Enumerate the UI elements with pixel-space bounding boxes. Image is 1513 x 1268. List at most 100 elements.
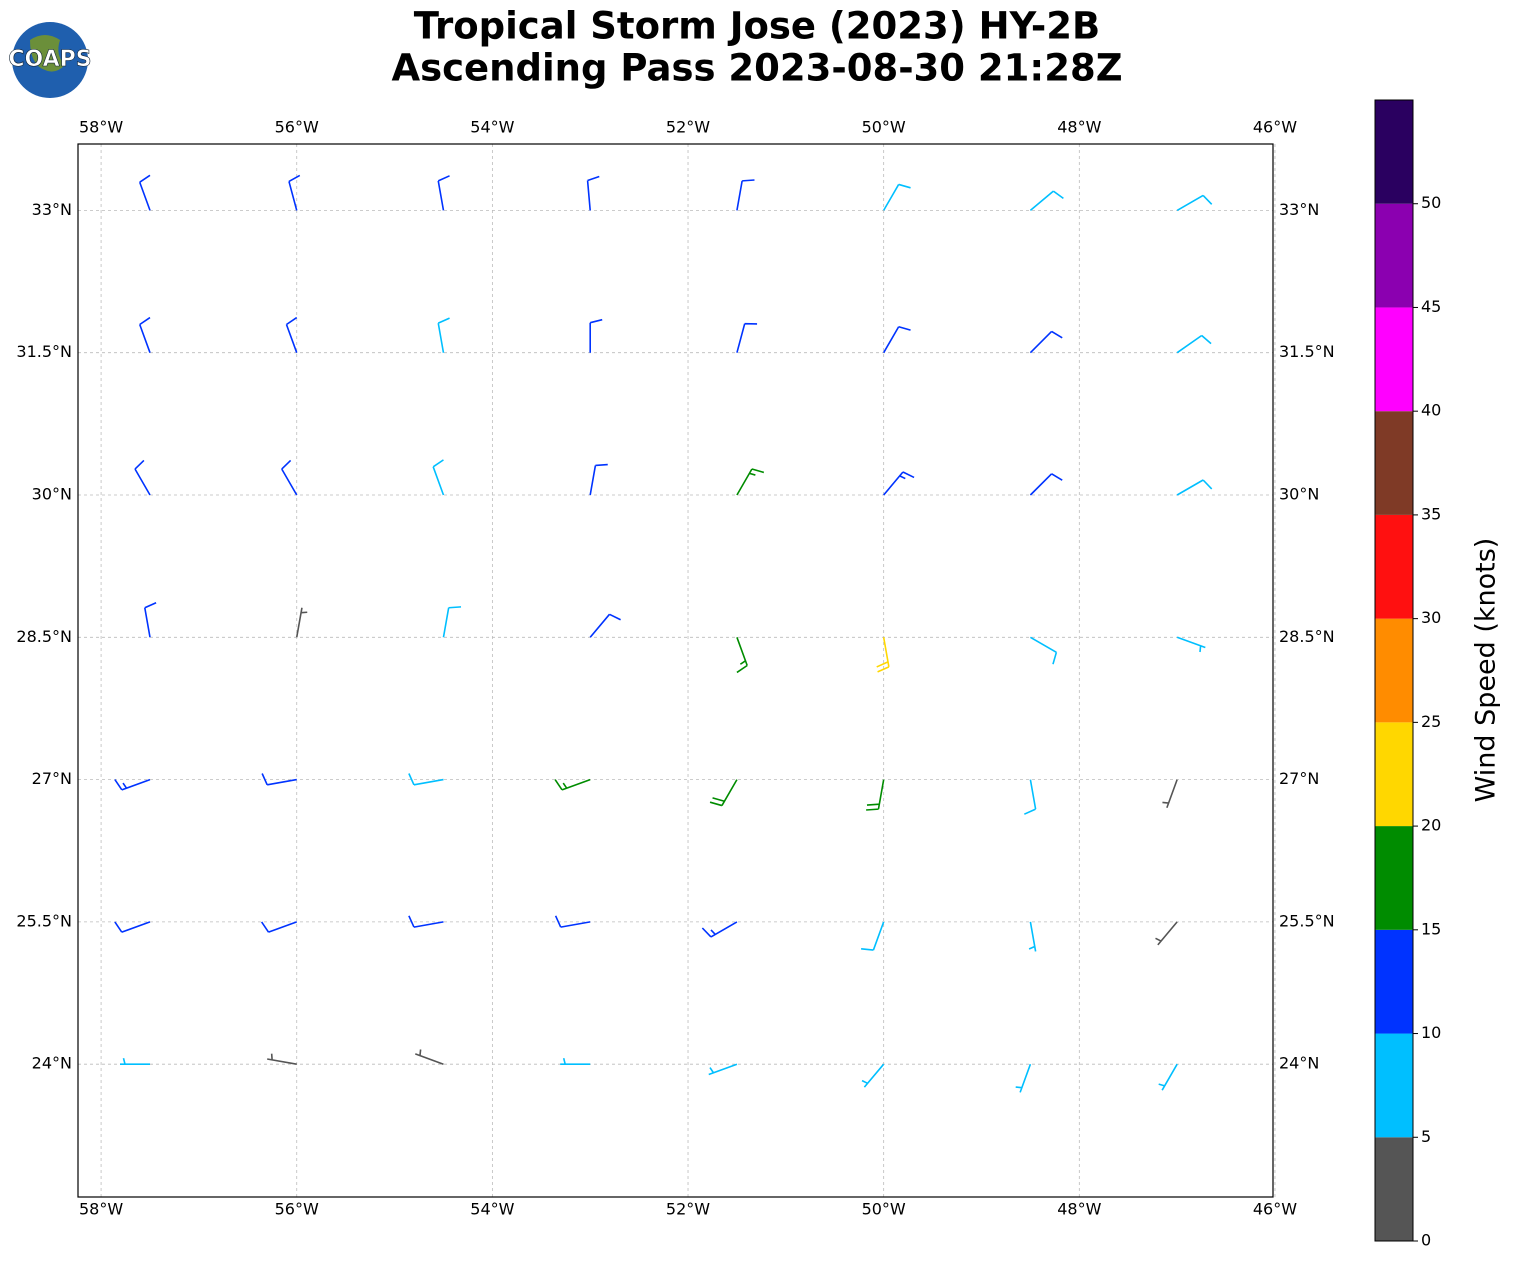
colorbar-tick-label: 0 <box>1421 1231 1431 1250</box>
x-tick-label: 48°W <box>1057 1200 1101 1219</box>
wind-barb <box>736 322 758 353</box>
wind-barb <box>114 921 151 933</box>
colorbar-tick-label: 50 <box>1421 193 1441 212</box>
wind-barb <box>138 316 151 353</box>
wind-barb <box>134 459 151 496</box>
colorbar-tick-label: 10 <box>1421 1023 1441 1042</box>
wind-barb <box>288 174 301 211</box>
colorbar-bin <box>1375 203 1413 308</box>
wind-barb <box>866 779 885 811</box>
wind-barb <box>589 318 603 353</box>
colorbar-bin <box>1375 1137 1413 1241</box>
wind-barb <box>432 459 445 496</box>
wind-barb <box>589 463 608 496</box>
y-tick-label: 31.5°N <box>16 342 72 361</box>
logo-text: COAPS <box>8 47 91 72</box>
colorbar-tick-label: 15 <box>1421 919 1441 938</box>
wind-barb <box>119 1057 150 1065</box>
x-tick-label: 54°W <box>470 1200 514 1219</box>
y-tick-label: 31.5°N <box>1279 342 1335 361</box>
x-tick-label: 52°W <box>666 118 710 137</box>
colorbar-bin <box>1375 307 1413 412</box>
colorbar-tick-label: 45 <box>1421 297 1441 316</box>
y-tick-label: 25.5°N <box>1279 911 1335 930</box>
wind-barb <box>415 1049 444 1065</box>
wind-barb <box>138 174 151 211</box>
wind-barb <box>260 921 298 933</box>
logo: COAPS <box>8 22 92 98</box>
wind-barb <box>1015 1063 1032 1093</box>
x-tick-label: 54°W <box>470 118 514 137</box>
colorbar-bin <box>1375 826 1413 930</box>
wind-barb <box>1029 636 1058 665</box>
wind-barb <box>586 175 600 211</box>
colorbar-bin <box>1375 722 1413 827</box>
colorbar-tick-label: 25 <box>1421 712 1441 731</box>
y-tick-label: 28.5°N <box>16 627 72 646</box>
wind-barb <box>267 1053 297 1065</box>
wind-barb <box>437 317 450 353</box>
y-tick-label: 25.5°N <box>16 911 72 930</box>
y-tick-label: 30°N <box>1279 485 1319 504</box>
wind-barb <box>437 175 450 211</box>
wind-barb <box>876 637 890 673</box>
colorbar-tick-label: 40 <box>1421 401 1441 420</box>
y-tick-label: 33°N <box>32 200 72 219</box>
colorbar-bin <box>1375 514 1413 619</box>
logo-land <box>30 35 65 72</box>
colorbar-bin <box>1375 618 1413 723</box>
wind-barb <box>701 921 738 938</box>
wind-barb <box>408 915 444 928</box>
wind-barb <box>281 459 298 496</box>
map-border <box>77 143 1274 1198</box>
wind-barb <box>1176 334 1212 354</box>
wind-barb <box>261 773 297 786</box>
wind-barb <box>554 778 591 791</box>
x-tick-label: 50°W <box>862 118 906 137</box>
y-tick-label: 24°N <box>1279 1054 1319 1073</box>
wind-barb <box>1029 330 1063 354</box>
wind-barb <box>589 613 621 638</box>
x-tick-label: 58°W <box>79 1200 123 1219</box>
x-tick-label: 50°W <box>862 1200 906 1219</box>
colorbar-tick-label: 5 <box>1421 1127 1431 1146</box>
wind-barb <box>883 471 915 496</box>
colorbar-tick-label: 20 <box>1421 816 1441 835</box>
wind-barb <box>1023 779 1037 815</box>
wind-barb <box>408 773 444 786</box>
wind-barb <box>295 607 308 638</box>
y-tick-label: 27°N <box>1279 769 1319 788</box>
colorbar-bin <box>1375 100 1413 204</box>
wind-barb <box>882 183 911 211</box>
wind-barb <box>709 779 738 807</box>
y-tick-label: 28.5°N <box>1279 627 1335 646</box>
y-tick-label: 24°N <box>32 1054 72 1073</box>
wind-barb <box>1158 1063 1178 1091</box>
wind-barb <box>1029 473 1063 496</box>
wind-barb <box>1176 636 1206 653</box>
x-tick-label: 48°W <box>1057 118 1101 137</box>
colorbar-frame <box>1374 99 1414 1242</box>
wind-barb <box>1162 779 1178 809</box>
colorbar-label: Wind Speed (knots) <box>1471 538 1502 803</box>
wind-barb <box>1029 190 1064 212</box>
wind-barb <box>1176 479 1213 496</box>
colorbar-bin <box>1375 929 1413 1034</box>
wind-barb <box>708 1063 738 1076</box>
y-tick-label: 33°N <box>1279 200 1319 219</box>
x-tick-label: 56°W <box>275 118 319 137</box>
colorbar-bin <box>1375 411 1413 515</box>
wind-barb <box>285 316 298 353</box>
colorbar-bin <box>1375 1033 1413 1138</box>
wind-barb <box>1028 921 1037 952</box>
wind-barb <box>1176 194 1213 212</box>
wind-barb <box>1155 921 1178 946</box>
barb-layer <box>114 174 1213 1093</box>
title-line: Tropical Storm Jose (2023) HY-2B <box>414 5 1100 48</box>
wind-barb <box>114 778 151 791</box>
wind-barb <box>144 601 157 638</box>
x-tick-label: 52°W <box>666 1200 710 1219</box>
wind-barb <box>442 606 462 638</box>
colorbar-tick-label: 30 <box>1421 608 1441 627</box>
wind-barb <box>861 1063 885 1088</box>
